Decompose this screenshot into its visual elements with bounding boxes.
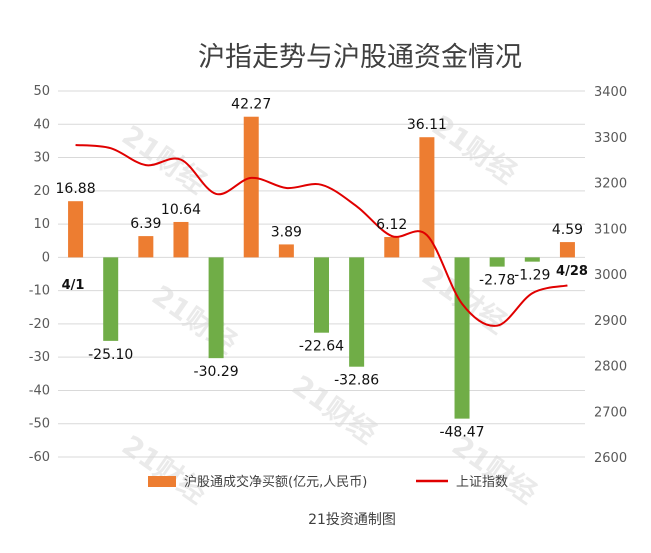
legend-bar-label: 沪股通成交净买额(亿元,人民币) (184, 474, 367, 490)
watermark-layer: 21财经21财经21财经21财经21财经21财经21财经 (116, 109, 543, 511)
bar (559, 242, 575, 258)
bar (419, 137, 435, 258)
left-tick-label: 10 (33, 217, 50, 232)
left-tick-label: 40 (33, 117, 50, 132)
right-tick-label: 3400 (594, 85, 627, 100)
right-tick-label: 2700 (594, 405, 627, 420)
bar (454, 257, 470, 419)
bar-data-label: 10.64 (161, 202, 201, 218)
left-tick-label: -30 (29, 350, 50, 365)
bar-data-label: -30.29 (194, 364, 239, 380)
bar (208, 257, 224, 359)
bar (349, 257, 365, 367)
bar (524, 257, 540, 262)
right-tick-label: 3000 (594, 268, 627, 283)
index-line (75, 143, 568, 327)
left-axis: 50 40 30 20 10 0 -10 -20 -30 -40 -50 -60 (29, 84, 50, 465)
left-tick-label: 50 (33, 84, 50, 99)
bar (173, 221, 189, 258)
bar (68, 201, 84, 258)
left-tick-label: -10 (29, 284, 50, 299)
right-tick-label: 3100 (594, 222, 627, 237)
left-tick-label: -60 (29, 450, 50, 465)
bar-data-label: 16.88 (56, 181, 96, 197)
left-tick-label: -20 (29, 317, 50, 332)
bar-data-label: 3.89 (271, 224, 302, 240)
right-tick-label: 2900 (594, 314, 627, 329)
bar (103, 257, 119, 341)
bar-data-label: -25.10 (88, 347, 133, 363)
bar-data-label: 6.39 (130, 216, 161, 232)
left-tick-label: -50 (29, 417, 50, 432)
right-tick-label: 3200 (594, 177, 627, 192)
bar-data-label: 4.59 (552, 222, 583, 238)
watermark-6: 21财经 (446, 429, 543, 511)
bar-data-label: 42.27 (231, 97, 271, 113)
legend: 沪股通成交净买额(亿元,人民币) 上证指数 (148, 474, 508, 490)
watermark-4: 21财经 (116, 429, 213, 511)
bar-data-label: -48.47 (439, 425, 484, 441)
bar (489, 257, 505, 267)
bar (314, 257, 329, 333)
bar-data-label: 6.12 (376, 217, 407, 233)
bar-data-label: -22.64 (299, 339, 344, 355)
line-series (75, 143, 568, 327)
right-tick-label: 3300 (594, 131, 627, 146)
bar-data-label: 36.11 (407, 117, 447, 133)
bar (278, 244, 294, 258)
right-axis: 3400 3300 3200 3100 3000 2900 2800 2700 2600 (594, 85, 627, 466)
left-tick-label: 20 (33, 184, 50, 199)
bar (384, 237, 400, 258)
chart-title: 沪指走势与沪股通资金情况 (198, 42, 522, 73)
right-tick-label: 2600 (594, 451, 627, 466)
bar (138, 236, 154, 258)
right-tick-label: 2800 (594, 360, 627, 375)
date-label-start: 4/1 (62, 278, 85, 293)
left-tick-label: -40 (29, 383, 50, 398)
source-note: 21投资通制图 (308, 512, 396, 528)
bar (243, 116, 259, 258)
bar-data-label: -32.86 (334, 373, 379, 389)
legend-bar-swatch (148, 476, 176, 487)
bar-data-label: -2.78 (479, 273, 515, 289)
left-tick-label: 30 (33, 151, 50, 166)
date-label-end: 4/28 (556, 264, 588, 279)
legend-line-label: 上证指数 (456, 475, 508, 490)
bar-data-label: -1.29 (514, 268, 550, 284)
left-tick-label: 0 (42, 250, 50, 265)
